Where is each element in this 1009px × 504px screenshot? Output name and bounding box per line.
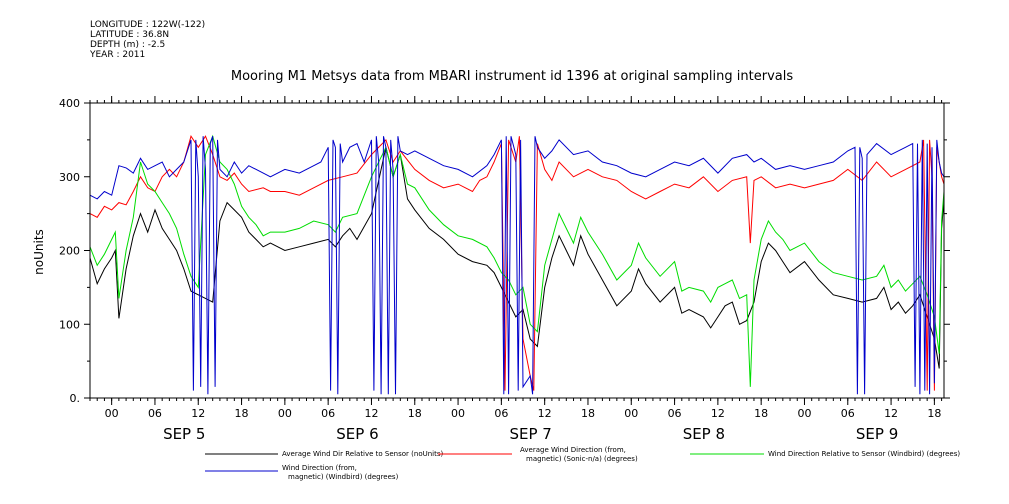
y-tick-label: 400 bbox=[59, 97, 80, 110]
legend-label-line: magnetic) (Windbird) (degrees) bbox=[288, 473, 399, 481]
x-tick-label: 00 bbox=[797, 407, 811, 420]
legend-label-line: Average Wind Dir Relative to Sensor (noU… bbox=[282, 450, 443, 458]
meta-latitude: LATITUDE : 36.8N bbox=[90, 30, 170, 40]
x-day-label: SEP 8 bbox=[683, 425, 725, 443]
x-day-label: SEP 9 bbox=[856, 425, 898, 443]
x-tick-label: 00 bbox=[105, 407, 119, 420]
y-tick-label: 300 bbox=[59, 171, 80, 184]
x-tick-label: 18 bbox=[927, 407, 941, 420]
series-layer bbox=[90, 134, 944, 395]
axes-layer: 0. 100 200 300 400 00 06 12 18 00 06 12 18 00 06 12 18 00… bbox=[59, 96, 950, 443]
metadata-block: LONGITUDE : 122W(-122) LATITUDE : 36.8N … bbox=[90, 20, 205, 60]
x-tick-label: 12 bbox=[711, 407, 725, 420]
legend: Average Wind Dir Relative to Sensor (noU… bbox=[205, 446, 960, 481]
x-tick-label: 12 bbox=[191, 407, 205, 420]
series-line-4 bbox=[90, 136, 944, 395]
series-line-2 bbox=[90, 135, 944, 391]
legend-label-3: Wind Direction Relative to Sensor (Windb… bbox=[768, 450, 960, 458]
x-tick-label: 06 bbox=[321, 407, 335, 420]
meta-year: YEAR : 2011 bbox=[90, 50, 146, 60]
series-line-1 bbox=[90, 147, 944, 369]
legend-label-1: Average Wind Dir Relative to Sensor (noU… bbox=[282, 450, 443, 458]
x-tick-label: 00 bbox=[278, 407, 292, 420]
legend-label-line: Wind Direction (from, bbox=[282, 464, 357, 472]
legend-label-line: magnetic) (Sonic-n/a) (degrees) bbox=[526, 455, 638, 463]
x-tick-label: 06 bbox=[494, 407, 508, 420]
legend-label-line: Wind Direction Relative to Sensor (Windb… bbox=[768, 450, 960, 458]
x-tick-label: 12 bbox=[538, 407, 552, 420]
series-line-3 bbox=[90, 134, 944, 387]
x-tick-label: 00 bbox=[451, 407, 465, 420]
legend-label-4: Wind Direction (from, magnetic) (Windbird… bbox=[282, 464, 399, 481]
x-tick-label: 06 bbox=[668, 407, 682, 420]
x-day-label: SEP 5 bbox=[163, 425, 205, 443]
x-tick-label: 12 bbox=[364, 407, 378, 420]
legend-label-2: Average Wind Direction (from, magnetic) (… bbox=[520, 446, 638, 463]
x-tick-label: 18 bbox=[754, 407, 768, 420]
legend-label-line: Average Wind Direction (from, bbox=[520, 446, 626, 454]
y-tick-label: 200 bbox=[59, 245, 80, 258]
y-tick-label: 0. bbox=[70, 392, 81, 405]
meta-depth: DEPTH (m) : -2.5 bbox=[90, 40, 166, 50]
x-tick-label: 06 bbox=[841, 407, 855, 420]
x-tick-label: 18 bbox=[408, 407, 422, 420]
x-day-label: SEP 7 bbox=[509, 425, 551, 443]
y-axis-label: noUnits bbox=[32, 229, 46, 275]
x-tick-label: 18 bbox=[235, 407, 249, 420]
x-day-label: SEP 6 bbox=[336, 425, 378, 443]
x-tick-label: 06 bbox=[148, 407, 162, 420]
y-tick-label: 100 bbox=[59, 318, 80, 331]
meta-longitude: LONGITUDE : 122W(-122) bbox=[90, 20, 206, 30]
x-tick-label: 12 bbox=[884, 407, 898, 420]
x-tick-label: 00 bbox=[624, 407, 638, 420]
chart-title: Mooring M1 Metsys data from MBARI instru… bbox=[231, 69, 793, 84]
x-tick-label: 18 bbox=[581, 407, 595, 420]
